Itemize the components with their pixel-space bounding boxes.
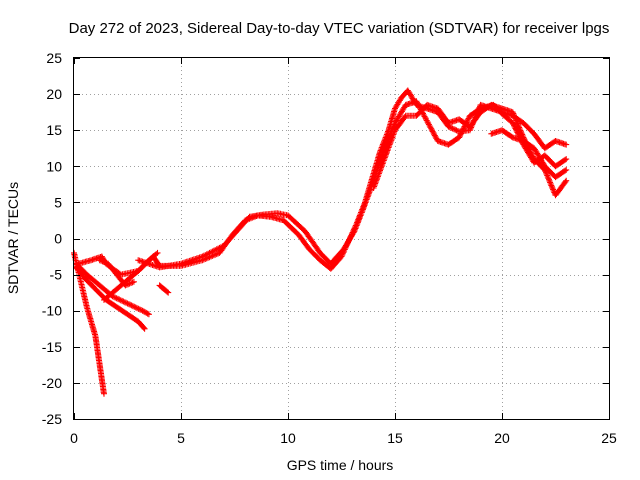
series-main-trace [75, 87, 570, 278]
y-tick-label: -5 [50, 267, 63, 283]
series-trace-4 [488, 127, 570, 181]
y-tick-label: -20 [42, 375, 62, 391]
data-marks [71, 87, 570, 397]
y-tick-label: 0 [54, 231, 62, 247]
y-tick-label: 20 [46, 86, 62, 102]
chart-title: Day 272 of 2023, Sidereal Day-to-day VTE… [69, 20, 610, 37]
y-axis-label: SDTVAR / TECUs [5, 182, 21, 294]
y-tick-label: 25 [46, 50, 62, 66]
x-tick-label: 5 [177, 430, 185, 446]
series-markers [156, 282, 172, 296]
grid [74, 58, 609, 419]
series-markers [135, 98, 570, 271]
y-tick-label: 15 [46, 122, 62, 138]
y-tick-label: 5 [54, 194, 62, 210]
y-tick-label: -25 [42, 411, 62, 427]
series-early-branch-c [101, 249, 161, 303]
series-early-branch-d [96, 257, 137, 289]
x-tick-label: 25 [601, 430, 617, 446]
x-axis-label: GPS time / hours [287, 457, 394, 473]
series-early-fragment [156, 282, 172, 296]
series-trace-2 [135, 98, 570, 271]
x-tick-label: 15 [387, 430, 403, 446]
y-tick-label: 10 [46, 158, 62, 174]
series-markers [96, 257, 137, 289]
y-tick-label: -15 [42, 339, 62, 355]
plot-frame [73, 57, 610, 420]
series-markers [101, 249, 161, 303]
x-axis-ticks: 0 5 10 15 20 25 [70, 58, 617, 446]
series-markers [370, 101, 570, 199]
series-trace-3 [370, 101, 570, 199]
series-markers [75, 87, 570, 278]
series-markers [71, 249, 107, 397]
series-dropping-tail [71, 249, 107, 397]
x-tick-label: 10 [280, 430, 296, 446]
y-tick-label: -10 [42, 303, 62, 319]
x-tick-label: 20 [494, 430, 510, 446]
y-axis-ticks: 25 20 15 10 5 0 -5 -10 -15 -20 -25 [42, 50, 609, 427]
series-markers [488, 127, 570, 181]
x-tick-label: 0 [70, 430, 78, 446]
